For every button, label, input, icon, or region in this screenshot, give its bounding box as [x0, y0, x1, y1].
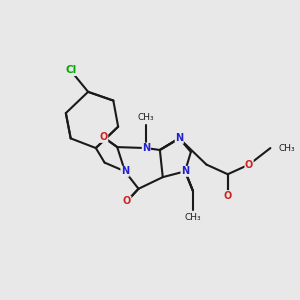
Text: O: O	[224, 190, 232, 201]
Text: CH₃: CH₃	[184, 213, 201, 222]
Text: CH₃: CH₃	[278, 144, 295, 153]
Text: Cl: Cl	[65, 65, 76, 76]
Text: N: N	[175, 134, 183, 143]
Text: N: N	[181, 166, 189, 176]
Text: O: O	[245, 160, 253, 170]
Text: CH₃: CH₃	[138, 112, 154, 122]
Text: O: O	[123, 196, 131, 206]
Text: N: N	[142, 143, 150, 153]
Text: N: N	[121, 166, 129, 176]
Text: O: O	[100, 132, 108, 142]
